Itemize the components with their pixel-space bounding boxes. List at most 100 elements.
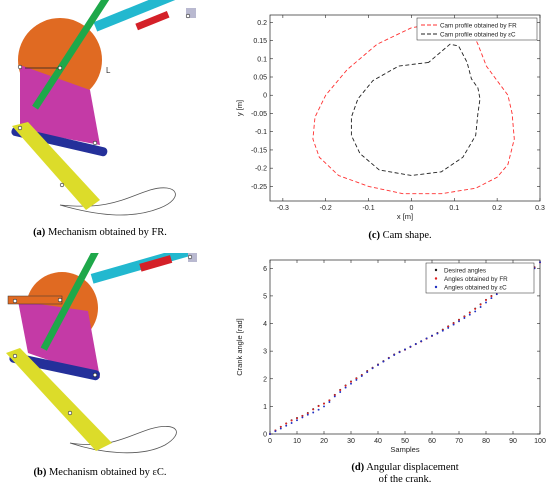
joint-1 [57, 297, 63, 303]
mechanism-ec [6, 253, 197, 454]
joint-6 [67, 410, 73, 416]
point-fr [312, 408, 315, 411]
x-tick-label: 90 [509, 438, 517, 445]
link-magenta [20, 65, 100, 145]
point-ec [420, 340, 423, 343]
point-ec [339, 391, 342, 393]
point-ec [490, 297, 493, 300]
x-tick-label: 0 [268, 438, 272, 445]
joint-3 [12, 353, 18, 359]
point-ec [468, 313, 471, 316]
point-fr [323, 402, 325, 405]
x-axis-label: Samples [390, 445, 419, 454]
point-fr [344, 384, 347, 387]
y-tick-label: 2 [263, 376, 267, 383]
point-ec [495, 293, 498, 296]
joint-3 [17, 125, 23, 131]
caption-a-text: Mechanism obtained by FR. [47, 227, 167, 238]
point-fr [296, 417, 298, 420]
point-ec [479, 306, 482, 308]
point-fr [485, 299, 487, 301]
point-ec [274, 430, 277, 433]
legend-entry-2: Angles obtained by εC [444, 284, 507, 291]
x-tick-label: 30 [347, 438, 355, 445]
point-fr [479, 303, 482, 306]
caption-b-text: Mechanism obtained by εC. [48, 467, 167, 478]
y-tick-label: 3 [263, 349, 267, 356]
point-fr [452, 322, 455, 325]
caption-a-label: (a) [33, 227, 46, 238]
caption-d-label: (d) [351, 462, 365, 473]
joint-4 [92, 372, 98, 378]
point-ec [458, 320, 460, 323]
legend-entry-1: Cam profile obtained by εC [440, 31, 516, 38]
point-ec [539, 261, 541, 264]
x-tick-label: 10 [293, 438, 301, 445]
point-ec [414, 343, 417, 345]
point-ec [312, 411, 315, 414]
y-tick-label: 0.1 [257, 56, 267, 63]
cam-profile-line-1 [350, 43, 481, 176]
joint-2 [12, 298, 18, 304]
point-ec [317, 408, 320, 411]
x-tick-label: 50 [401, 438, 409, 445]
x-tick-label: 100 [534, 438, 546, 445]
x-tick-label: 0.3 [535, 205, 545, 212]
point-ec [371, 367, 374, 370]
x-tick-label: 0 [409, 205, 413, 212]
point-ec [279, 427, 282, 430]
point-ec [447, 326, 450, 329]
mark-label: L [106, 66, 111, 75]
link-green [32, 0, 116, 110]
point-ec [366, 371, 369, 374]
point-fr [306, 412, 309, 415]
point-fr [463, 315, 466, 318]
y-tick-label: 0 [263, 93, 267, 100]
caption-d-line1: (d) Angular displacement [320, 462, 490, 474]
y-tick-label: -0.05 [251, 111, 267, 118]
y-tick-label: 6 [263, 266, 267, 273]
point-fr [290, 419, 293, 422]
point-ec [306, 413, 309, 416]
point-fr [350, 380, 352, 383]
joint-1 [57, 65, 63, 71]
point-fr [328, 399, 331, 402]
point-ec [425, 337, 428, 340]
point-ec [323, 405, 325, 408]
x-tick-label: -0.1 [363, 205, 375, 212]
caption-d-line2: of the crank. [378, 474, 432, 485]
point-ec [328, 401, 331, 403]
point-fr [285, 422, 288, 425]
point-ec [431, 334, 433, 337]
caption-c-label: (c) [368, 230, 381, 241]
point-ec [355, 378, 358, 381]
point-ec [269, 433, 271, 435]
point-ec [290, 422, 293, 424]
x-tick-label: 0.2 [492, 205, 502, 212]
x-tick-label: -0.3 [277, 205, 289, 212]
link-cyan [93, 0, 190, 32]
point-fr [333, 394, 336, 397]
slider-gray [188, 253, 197, 262]
x-axis-label: x [m] [397, 212, 413, 221]
point-ec [350, 382, 352, 385]
point-fr [317, 405, 320, 408]
legend-swatch-0 [434, 268, 438, 272]
joint-5 [187, 254, 193, 260]
x-tick-label: 70 [455, 438, 463, 445]
point-fr [355, 377, 358, 380]
caption-d-text1: Angular displacement [366, 462, 459, 473]
link-blue [9, 352, 100, 381]
point-ec [382, 360, 385, 363]
coupler-curve [69, 426, 177, 454]
point-fr [468, 311, 471, 314]
crank-angle-chart: 0 10 20 30 40 50 60 70 80 90 100 0 1 2 3 4 5 6 Samples Cran… [235, 259, 546, 454]
y-tick-label: 0.05 [253, 75, 267, 82]
caption-b: (b) Mechanism obtained by εC. [0, 467, 200, 479]
point-ec [360, 375, 363, 377]
point-fr [339, 389, 342, 392]
point-ec [387, 357, 390, 360]
legend-entry-1: Angles obtained by FR [444, 276, 508, 283]
y-tick-label: -0.1 [255, 129, 267, 136]
point-ec [463, 317, 466, 319]
